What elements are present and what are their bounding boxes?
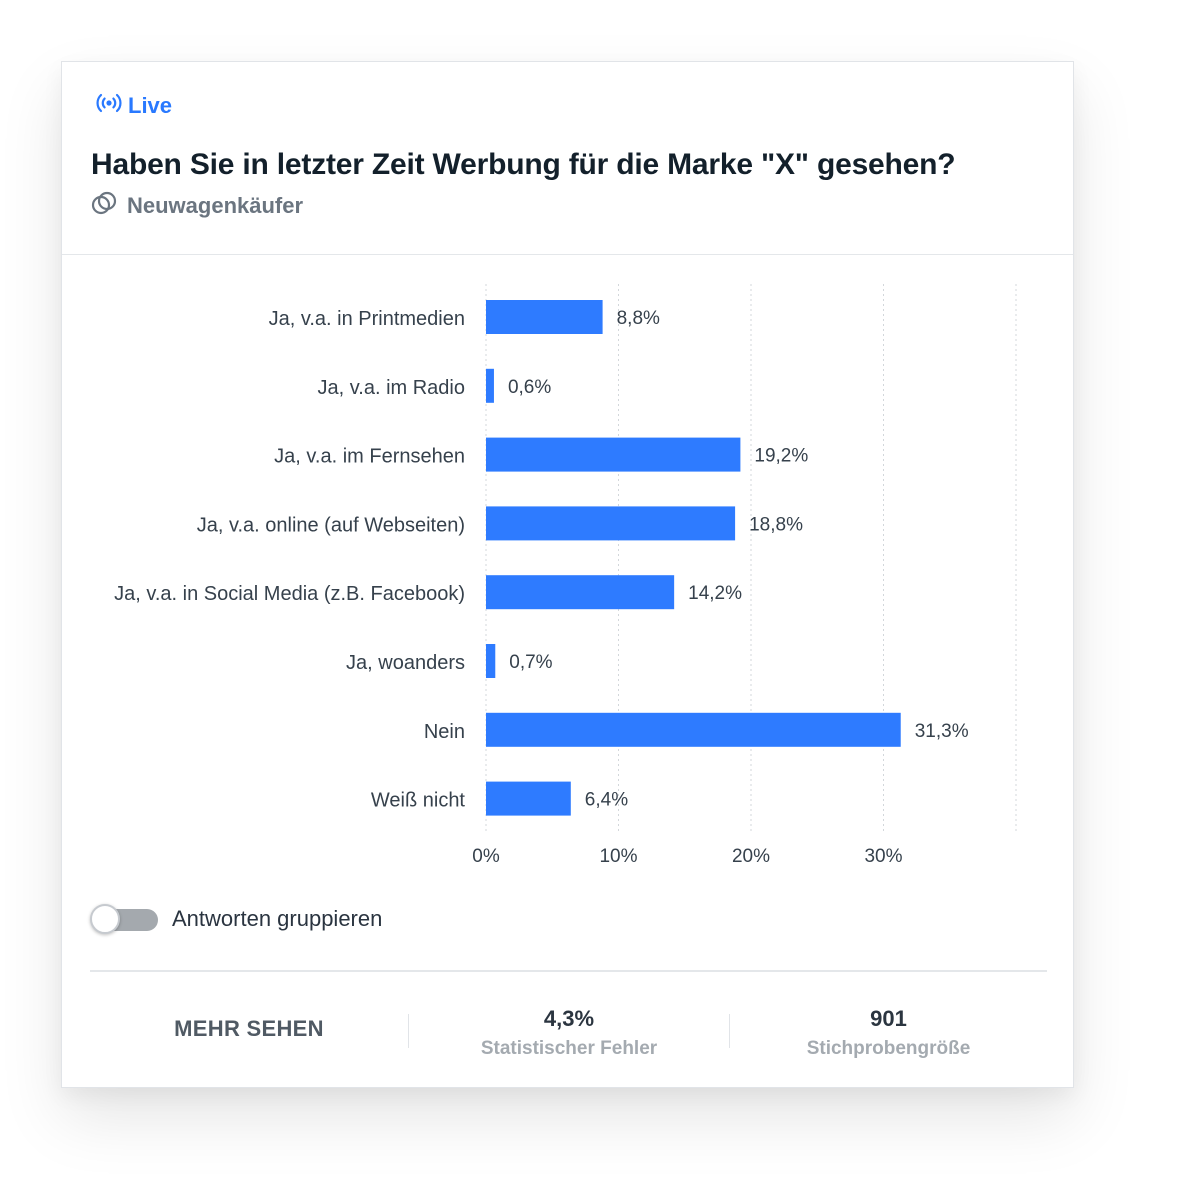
- value-label: 0,7%: [509, 652, 552, 673]
- stat-value: 901: [870, 1006, 907, 1031]
- value-label: 6,4%: [585, 790, 628, 811]
- x-tick-label: 20%: [732, 846, 770, 867]
- category-label: Ja, v.a. im Fernsehen: [274, 446, 465, 468]
- bar: [486, 644, 496, 678]
- bar: [486, 506, 736, 541]
- live-indicator: Live: [96, 92, 172, 119]
- group-answers-label: Antworten gruppieren: [172, 906, 383, 931]
- live-label: Live: [128, 92, 173, 118]
- group-answers-row: Antworten gruppieren: [90, 904, 382, 934]
- chart-title: Haben Sie in letzter Zeit Werbung für di…: [91, 148, 956, 181]
- bar: [486, 781, 571, 816]
- category-label: Ja, v.a. in Social Media (z.B. Facebook): [114, 583, 465, 605]
- x-tick-label: 0%: [472, 846, 500, 867]
- filter-label: Neuwagenkäufer: [127, 192, 304, 218]
- sample-size-stat: 901 Stichprobengröße: [730, 972, 1047, 1090]
- category-label: Ja, v.a. im Radio: [318, 377, 465, 399]
- bar: [486, 712, 901, 747]
- category-label: Ja, woanders: [346, 652, 465, 674]
- chart-card: Live Haben Sie in letzter Zeit Werbung f…: [61, 61, 1074, 1088]
- more-button[interactable]: MEHR SEHEN: [174, 1016, 324, 1041]
- category-label: Weiß nicht: [371, 790, 466, 812]
- value-label: 18,8%: [749, 514, 803, 535]
- category-label: Nein: [424, 721, 465, 743]
- broadcast-icon: [96, 92, 122, 119]
- footer-divider: [408, 1014, 409, 1048]
- statistical-error-stat: 4,3% Statistischer Fehler: [409, 972, 729, 1090]
- value-label: 31,3%: [915, 721, 969, 742]
- bar-chart-svg: Ja, v.a. in Printmedien 8,8% Ja, v.a. im R…: [114, 284, 1017, 867]
- filter-circles-icon: [91, 190, 117, 221]
- bar: [486, 368, 494, 403]
- bar: [486, 437, 741, 472]
- value-label: 14,2%: [688, 583, 742, 604]
- category-label: Ja, v.a. online (auf Webseiten): [197, 514, 465, 536]
- toggle-knob: [90, 904, 120, 934]
- value-label: 8,8%: [617, 308, 660, 329]
- category-label: Ja, v.a. in Printmedien: [269, 308, 465, 330]
- footer-divider: [729, 1014, 730, 1048]
- bar-chart: Ja, v.a. in Printmedien 8,8% Ja, v.a. im R…: [62, 254, 1075, 874]
- bar: [486, 575, 675, 610]
- value-label: 0,6%: [508, 377, 551, 398]
- filter-tag: Neuwagenkäufer: [91, 190, 303, 221]
- x-tick-label: 30%: [864, 846, 902, 867]
- card-footer: MEHR SEHEN 4,3% Statistischer Fehler 901…: [90, 970, 1047, 1090]
- x-tick-label: 10%: [599, 846, 637, 867]
- stat-label: Stichprobengröße: [806, 1038, 971, 1059]
- bar: [486, 300, 603, 334]
- value-label: 19,2%: [754, 446, 808, 467]
- stat-value: 4,3%: [543, 1006, 595, 1031]
- group-answers-toggle[interactable]: [90, 904, 158, 934]
- stat-label: Statistischer Fehler: [480, 1038, 658, 1059]
- card-header: Live Haben Sie in letzter Zeit Werbung f…: [62, 62, 1073, 255]
